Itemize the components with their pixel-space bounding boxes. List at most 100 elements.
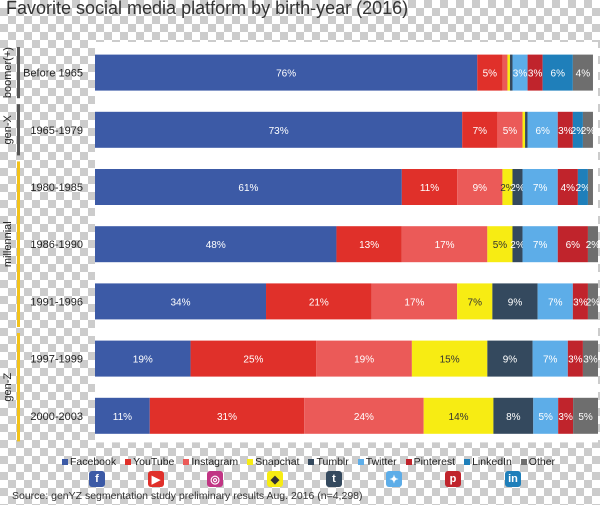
data-label: 9% [473,183,488,194]
data-label: 25% [243,355,263,366]
bar-segment-youtube [477,54,503,91]
bar-segment-pinterest [557,226,588,263]
legend-label: Facebook [70,456,117,468]
legend-swatch [247,459,254,465]
data-label: 3% [513,69,528,80]
category-label: 1997-1999 [30,354,83,366]
bar-segment-pinterest [558,397,574,434]
category-label: 1986-1990 [30,239,83,251]
bar-segment-snapchat [522,111,526,148]
legend-item: Other [520,456,556,468]
bar-segment-pinterest [572,283,588,320]
bar-segment-snapchat [457,283,493,320]
legend-item: Facebook [62,456,116,468]
bar-segment-snapchat [487,226,513,263]
legend-label: Pinterest [413,456,456,468]
generation-bracket [17,333,20,442]
facebook-icon: f [89,471,105,487]
legend-label: Tumblr [316,456,349,468]
linkedin-icon: in [505,471,521,487]
bar-segment-twitter [537,283,573,320]
data-label: 6% [551,69,566,80]
data-label: 7% [533,183,548,194]
data-label: 4% [561,183,576,194]
bar-segment-other [587,226,598,263]
data-label: 34% [171,297,191,308]
bar-segment-other [573,397,598,434]
data-label: 3% [573,297,588,308]
legend-label: Other [528,456,556,468]
bar-segment-linkedin [577,169,588,205]
legend-swatch [357,459,364,465]
bar-segment-facebook [95,397,150,434]
legend-swatch [62,459,68,465]
bar-segment-youtube [266,283,372,320]
bar-segment-facebook [95,226,337,263]
data-label: 17% [404,297,424,308]
data-label: 5% [538,412,553,423]
chart-title: Favorite social media platform by birth-… [6,0,409,18]
bar-segment-youtube [401,169,458,205]
category-label: 1991-1996 [30,296,83,308]
tumblr-icon: t [326,471,342,487]
bar-segment-twitter [522,226,558,263]
data-label: 76% [276,69,296,80]
platform-icons: f ▶ ◎ ◆ t ✦ p in [0,471,600,493]
legend-swatch [520,459,527,465]
generation-label: gen-Z [2,373,14,402]
data-label: 2% [581,126,596,137]
bar-segment-other [587,283,598,320]
data-label: 5% [578,412,593,423]
bar-segment-linkedin [572,111,583,148]
legend-label: Twitter [365,456,397,468]
data-label: 3% [558,126,573,137]
data-label: 3% [583,355,598,366]
data-label: 5% [483,69,498,80]
data-label: 2% [510,183,525,194]
legend-swatch [183,459,190,465]
pinterest-icon: p [445,471,461,487]
bar-segment-pinterest [557,169,578,205]
bar-segment-tumblr [525,111,528,148]
bar-segment-youtube [462,111,498,148]
legend-item: LinkedIn [464,456,512,468]
bar-segment-other [572,54,593,91]
data-label: 21% [309,297,329,308]
data-label: 15% [440,355,460,366]
bar-segment-facebook [95,54,478,91]
bar-segment-pinterest [557,111,573,148]
bar-segment-youtube [336,226,402,263]
bar-segment-other [582,111,593,148]
twitter-icon: ✦ [386,471,402,487]
data-label: 13% [359,240,379,251]
source-note: Source: genYZ segmentation study prelimi… [12,490,363,502]
legend: Facebook YouTube Instagram Snapchat Tumblr Tw… [62,456,555,468]
bar-segment-tumblr [492,283,538,320]
bar-segment-other [587,169,593,205]
bar-segment-twitter [533,397,559,434]
data-label: 3% [528,69,543,80]
generation-label: millennial [2,221,14,267]
youtube-icon: ▶ [148,471,164,487]
category-label: 1965-1979 [30,125,83,137]
data-label: 3% [568,355,583,366]
data-label: 19% [133,355,153,366]
data-label: 2% [576,183,591,194]
data-label: 3% [558,412,573,423]
data-label: 7% [473,126,488,137]
category-label: Before 1965 [23,68,83,80]
data-label: 9% [508,297,523,308]
bar-segment-snapchat [411,340,488,377]
bar-segment-facebook [95,111,463,148]
data-label: 2% [586,297,600,308]
bar-segment-other [582,340,598,377]
bar-segment-facebook [95,283,267,320]
generation-bracket [17,104,20,156]
data-label: 19% [354,355,374,366]
data-label: 61% [238,183,258,194]
bar-segment-tumblr [487,340,533,377]
bar-segment-pinterest [527,54,543,91]
data-label: 11% [113,412,132,423]
legend-label: LinkedIn [472,456,512,468]
